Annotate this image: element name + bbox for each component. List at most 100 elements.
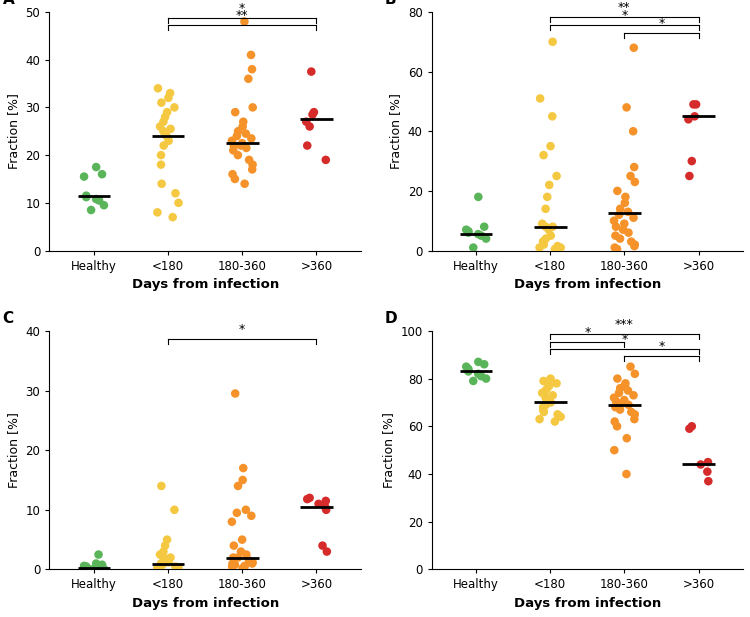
Point (476, 231, 488, 241)
Point (544, 397, 556, 407)
Point (539, 222, 551, 231)
Point (155, 560, 167, 569)
Point (614, 405, 626, 415)
Point (159, 112, 171, 122)
Point (226, 517, 238, 527)
Point (304, 493, 316, 503)
Y-axis label: Fraction [%]: Fraction [%] (389, 93, 402, 169)
Point (538, 376, 550, 386)
Point (247, 557, 259, 567)
Point (161, 535, 173, 545)
Point (547, 222, 559, 231)
Point (169, 505, 181, 515)
Point (538, 239, 550, 249)
Point (247, 160, 259, 170)
Point (539, 386, 551, 395)
Point (538, 407, 550, 417)
Point (246, 64, 258, 74)
Y-axis label: Fraction [%]: Fraction [%] (7, 412, 20, 488)
Point (308, 107, 320, 117)
Y-axis label: Fraction [%]: Fraction [%] (382, 412, 394, 488)
Point (164, 124, 176, 134)
Text: *: * (621, 333, 628, 346)
Point (611, 421, 623, 431)
Point (536, 388, 548, 398)
Point (85, 205, 97, 215)
Point (80, 562, 92, 572)
Point (236, 535, 248, 545)
Point (169, 102, 181, 112)
Point (80, 191, 92, 201)
Text: *: * (584, 326, 590, 339)
Point (536, 219, 548, 229)
Point (240, 143, 252, 153)
Point (463, 366, 475, 376)
Point (546, 112, 558, 122)
Point (245, 50, 257, 60)
Point (247, 102, 259, 112)
Point (305, 67, 317, 77)
Point (237, 475, 249, 485)
Point (164, 88, 176, 98)
Text: *: * (658, 340, 664, 353)
Point (540, 234, 552, 244)
Point (618, 395, 630, 405)
Text: D: D (385, 311, 398, 326)
Point (156, 560, 168, 570)
Point (688, 99, 700, 109)
Point (320, 502, 332, 511)
Point (161, 107, 173, 117)
Point (686, 421, 698, 431)
Point (544, 231, 556, 241)
Point (613, 210, 625, 220)
Point (543, 381, 555, 391)
Point (467, 376, 479, 386)
Point (480, 234, 492, 244)
Point (240, 129, 252, 139)
Point (158, 117, 170, 126)
Point (237, 122, 249, 131)
Point (163, 93, 175, 103)
Point (246, 558, 258, 568)
Point (235, 547, 247, 557)
Point (609, 242, 621, 252)
Point (242, 74, 254, 84)
Point (160, 131, 172, 141)
Point (226, 136, 238, 146)
Point (302, 141, 313, 151)
Point (243, 555, 255, 565)
Point (463, 226, 475, 236)
Point (544, 141, 556, 151)
Point (96, 560, 108, 569)
Point (240, 505, 252, 515)
Point (533, 414, 545, 424)
Point (539, 393, 551, 403)
X-axis label: Days from infection: Days from infection (514, 597, 661, 610)
Point (537, 402, 549, 412)
Point (154, 550, 166, 560)
Text: A: A (3, 0, 14, 7)
Point (543, 180, 555, 190)
Point (694, 460, 706, 470)
Point (230, 107, 242, 117)
Point (172, 198, 184, 208)
Point (170, 188, 182, 198)
Point (626, 237, 638, 247)
Point (229, 174, 241, 184)
Point (472, 357, 484, 367)
Point (227, 553, 239, 563)
Point (540, 400, 552, 410)
Point (555, 242, 567, 252)
Point (152, 207, 164, 217)
Point (622, 228, 634, 238)
Point (163, 557, 175, 567)
Point (163, 136, 175, 146)
Point (611, 374, 623, 384)
Point (542, 192, 554, 202)
Point (688, 112, 700, 122)
Point (614, 234, 626, 244)
Point (229, 560, 241, 569)
Point (702, 476, 714, 486)
Point (550, 171, 562, 181)
Point (172, 563, 184, 573)
